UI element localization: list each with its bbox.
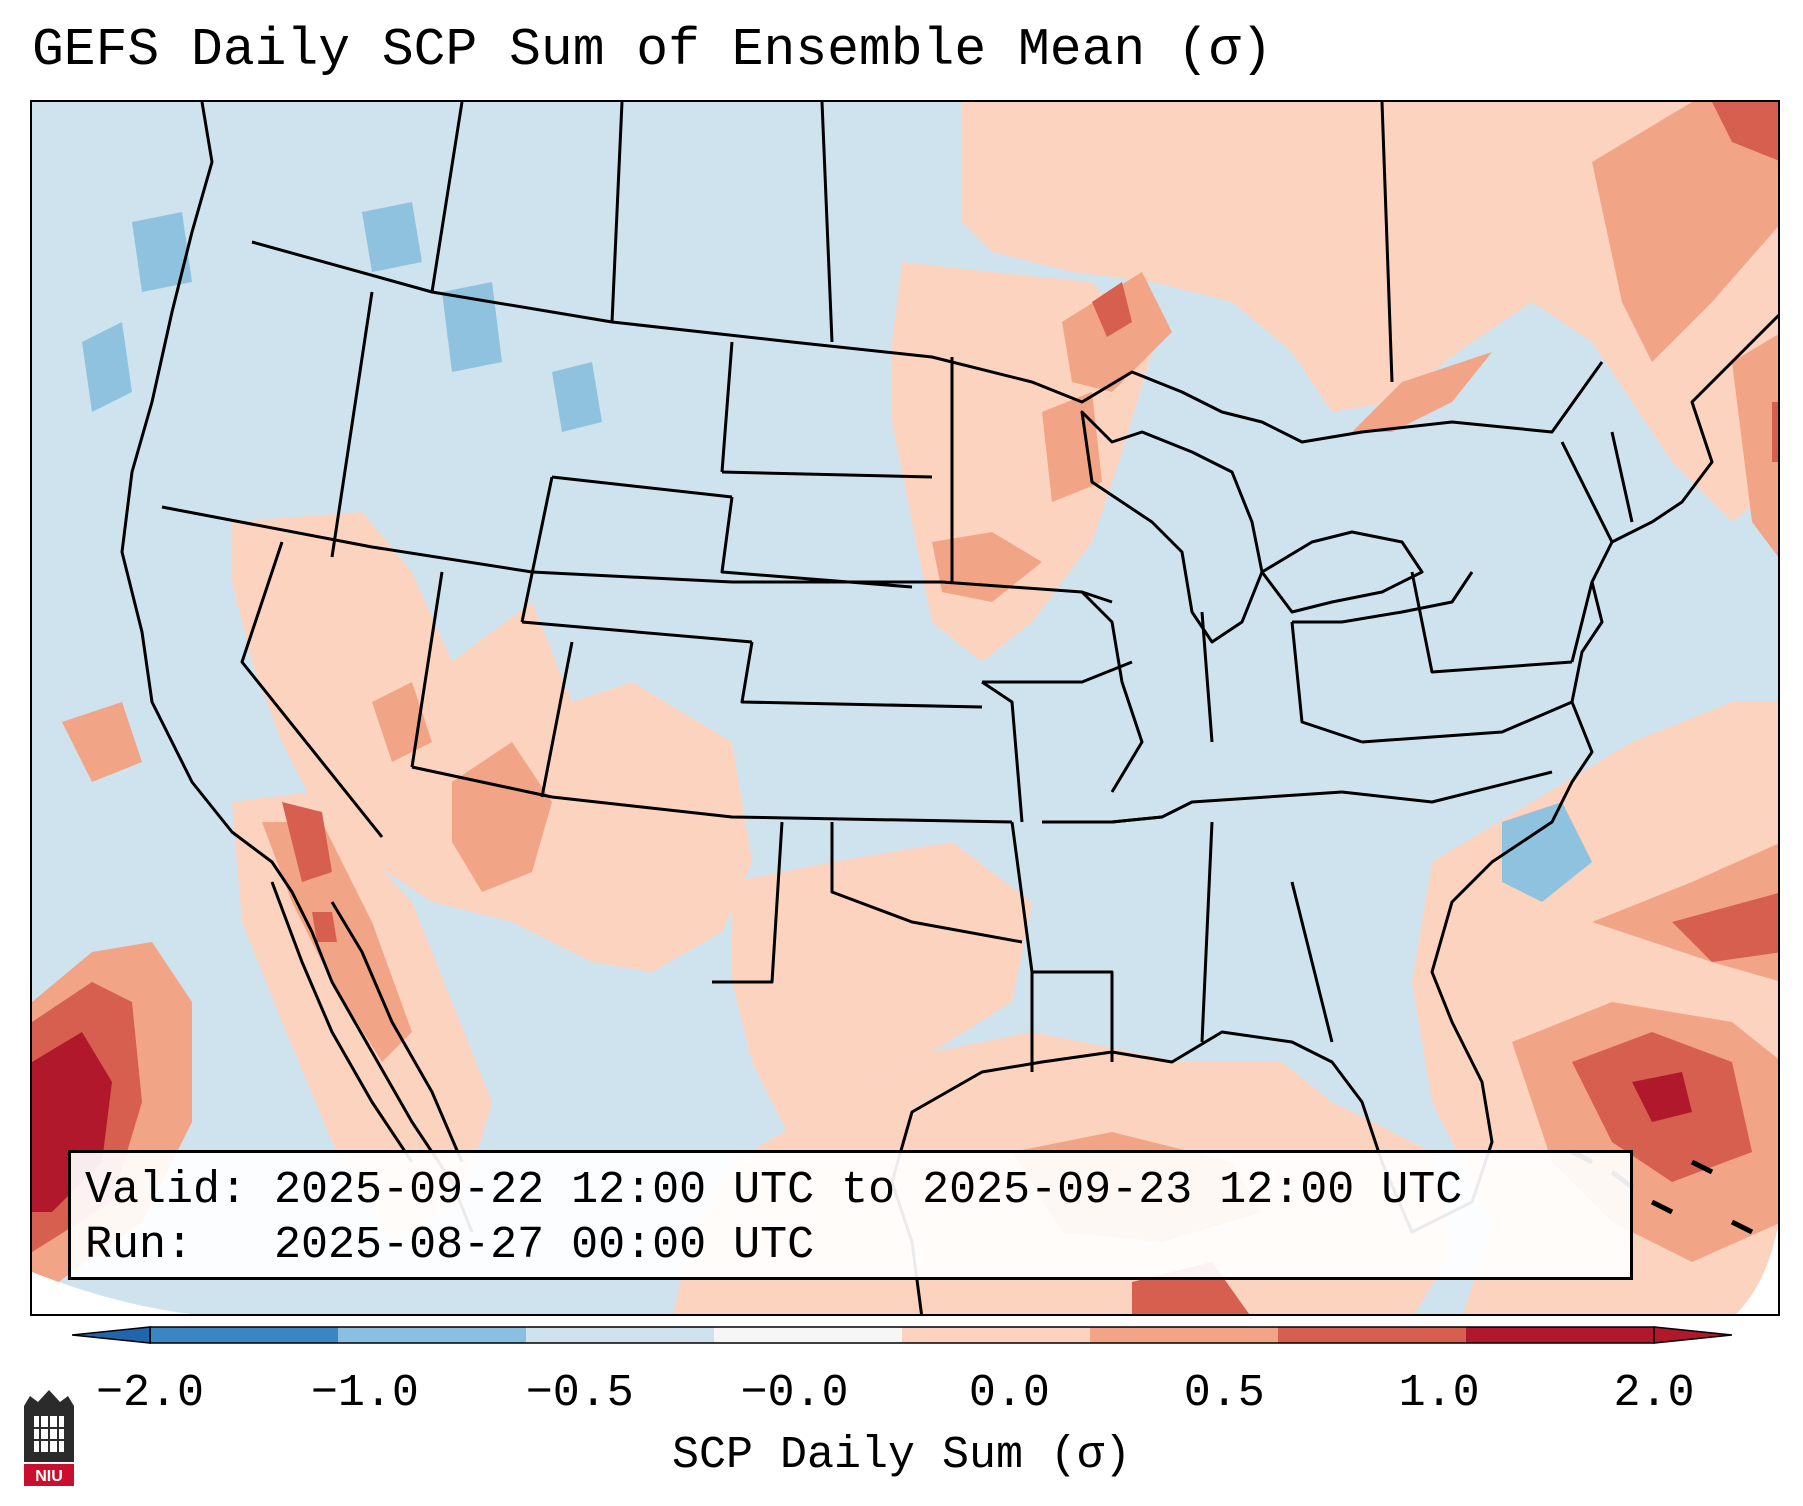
valid-value: 2025-09-22 12:00 UTC to 2025-09-23 12:00…: [274, 1165, 1463, 1216]
colorbar-under-arrow: [72, 1326, 151, 1344]
colorbar-bin: [1278, 1327, 1467, 1343]
run-label: Run:: [85, 1220, 194, 1271]
niu-logo-icon: NIU: [24, 1390, 74, 1486]
colorbar-tick-label: 0.0: [968, 1368, 1050, 1419]
colorbar-tick-label: −0.5: [525, 1368, 634, 1419]
colorbar: [72, 1326, 1732, 1344]
colorbar-bin: [714, 1327, 903, 1343]
colorbar-tick-label: 2.0: [1613, 1368, 1695, 1419]
colorbar-bin: [338, 1327, 527, 1343]
colorbar-tick-label: 1.0: [1398, 1368, 1480, 1419]
validity-infobox: Valid: 2025-09-22 12:00 UTC to 2025-09-2…: [68, 1150, 1633, 1280]
colorbar-bin: [1090, 1327, 1279, 1343]
map-boundaries: [120, 102, 1778, 1314]
valid-label: Valid:: [85, 1165, 248, 1216]
colorbar-label: SCP Daily Sum (σ): [671, 1430, 1132, 1481]
colorbar-tick-label: 0.5: [1183, 1368, 1265, 1419]
map-svg: [32, 102, 1778, 1314]
colorbar-tick-label: −0.0: [740, 1368, 849, 1419]
svg-text:NIU: NIU: [35, 1468, 63, 1485]
projection-edge-left: [32, 1272, 191, 1314]
colorbar-bin: [526, 1327, 715, 1343]
projection-edge-right: [1736, 1226, 1778, 1314]
colorbar-tick-label: −2.0: [95, 1368, 205, 1419]
run-value: 2025-08-27 00:00 UTC: [274, 1220, 815, 1271]
map-panel: [30, 100, 1780, 1316]
colorbar-bin: [902, 1327, 1091, 1343]
colorbar-bin: [1466, 1327, 1655, 1343]
chart-title: GEFS Daily SCP Sum of Ensemble Mean (σ): [32, 20, 1273, 80]
colorbar-over-arrow: [1653, 1326, 1732, 1344]
colorbar-tick-label: −1.0: [310, 1368, 419, 1419]
colorbar-bin: [150, 1327, 339, 1343]
